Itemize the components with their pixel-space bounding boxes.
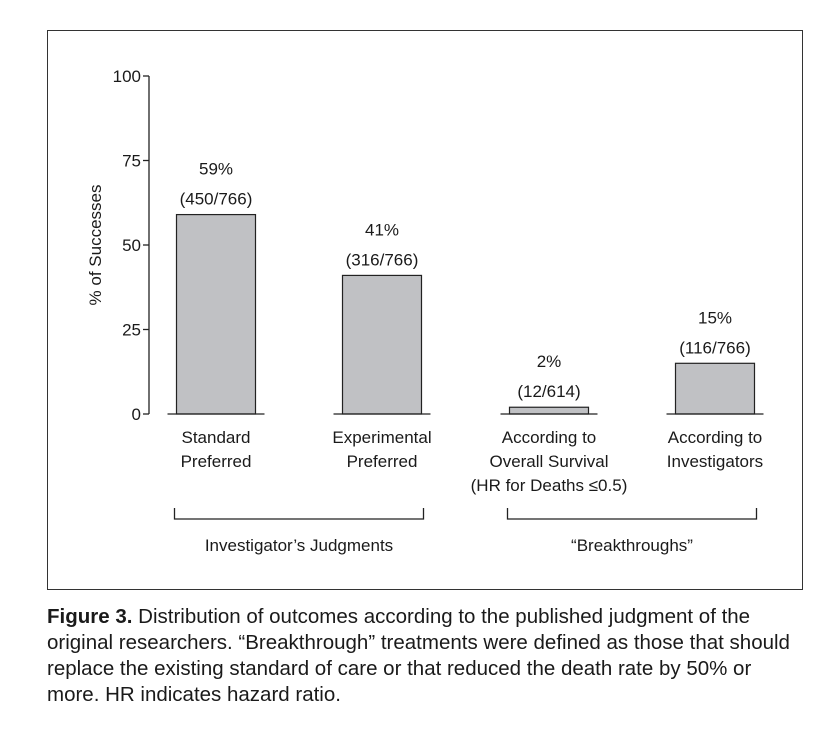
group-bracket (506, 508, 758, 520)
y-axis-label: % of Successes (86, 185, 105, 306)
category-label: Preferred (181, 452, 252, 471)
data-label: 59% (199, 160, 233, 179)
data-label: (316/766) (346, 250, 419, 269)
category-label: Preferred (347, 452, 418, 471)
data-label: (450/766) (180, 190, 253, 209)
bar (341, 274, 423, 415)
group-label: Investigator’s Judgments (205, 536, 393, 555)
bar (175, 213, 257, 415)
bar (508, 406, 590, 415)
data-label: 2% (537, 352, 562, 371)
caption-text: Distribution of outcomes according to th… (47, 605, 790, 706)
category-label: (HR for Deaths ≤0.5) (471, 476, 628, 495)
y-tick-label: 75 (122, 152, 141, 171)
figure-caption: Figure 3. Distribution of outcomes accor… (47, 604, 807, 708)
y-tick-label: 25 (122, 321, 141, 340)
bar (674, 362, 756, 415)
category-label: Overall Survival (489, 452, 608, 471)
figure-frame (47, 30, 803, 590)
category-label: According to (668, 428, 763, 447)
category-label: Experimental (332, 428, 431, 447)
y-tick-label: 0 (132, 405, 141, 424)
data-label: (116/766) (679, 338, 751, 357)
data-label: 15% (698, 308, 732, 327)
group-bracket (173, 508, 425, 520)
data-label: 41% (365, 220, 399, 239)
caption-label: Figure 3. (47, 605, 133, 628)
y-tick-label: 50 (122, 236, 141, 255)
bar-chart: 0 25 50 75 100 % of Successes 59% (450/766) Stan… (86, 67, 764, 555)
category-label: According to (502, 428, 597, 447)
category-label: Investigators (667, 452, 763, 471)
category-label: Standard (182, 428, 251, 447)
group-label: “Breakthroughs” (571, 536, 693, 555)
y-tick-label: 100 (113, 67, 141, 86)
data-label: (12/614) (517, 382, 580, 401)
